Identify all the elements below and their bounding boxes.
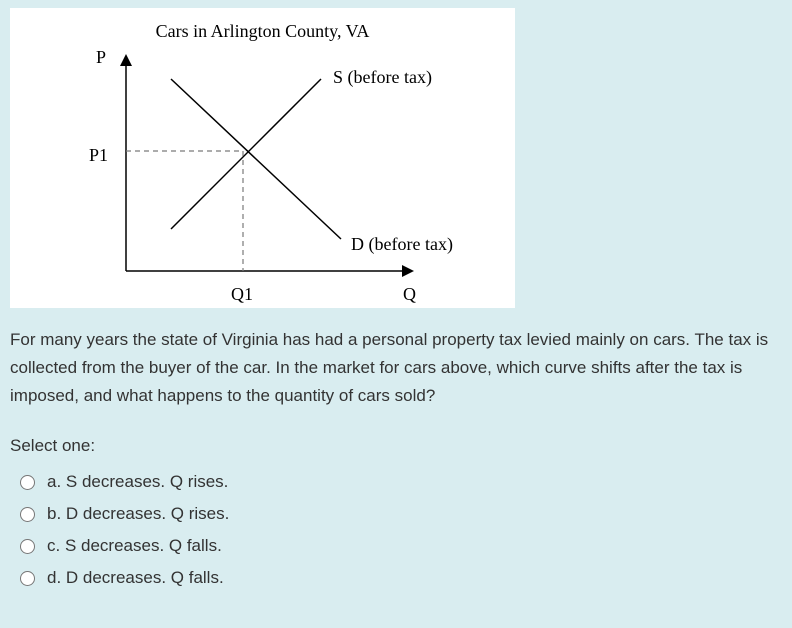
options-group: a. S decreases. Q rises. b. D decreases.… [10, 466, 782, 594]
label-q1: Q1 [231, 284, 253, 305]
question-page: Cars in Arlington County, VA P P1 Q1 Q S… [0, 0, 792, 604]
option-d-row: d. D decreases. Q falls. [10, 562, 782, 594]
option-b-radio[interactable] [20, 507, 35, 522]
option-b-label[interactable]: b. D decreases. Q rises. [47, 504, 229, 524]
option-a-row: a. S decreases. Q rises. [10, 466, 782, 498]
label-p1: P1 [89, 145, 108, 166]
option-b-row: b. D decreases. Q rises. [10, 498, 782, 530]
supply-curve [171, 79, 321, 229]
option-d-radio[interactable] [20, 571, 35, 586]
option-d-label[interactable]: d. D decreases. Q falls. [47, 568, 224, 588]
supply-demand-chart [11, 9, 516, 309]
chart-container: Cars in Arlington County, VA P P1 Q1 Q S… [10, 8, 515, 308]
option-c-row: c. S decreases. Q falls. [10, 530, 782, 562]
question-text: For many years the state of Virginia has… [10, 326, 782, 410]
option-c-label[interactable]: c. S decreases. Q falls. [47, 536, 222, 556]
option-a-radio[interactable] [20, 475, 35, 490]
demand-curve [171, 79, 341, 239]
label-p: P [96, 47, 106, 68]
label-q: Q [403, 284, 416, 305]
label-demand: D (before tax) [351, 234, 453, 255]
option-c-radio[interactable] [20, 539, 35, 554]
select-one-label: Select one: [10, 436, 782, 456]
label-supply: S (before tax) [333, 67, 432, 88]
option-a-label[interactable]: a. S decreases. Q rises. [47, 472, 228, 492]
